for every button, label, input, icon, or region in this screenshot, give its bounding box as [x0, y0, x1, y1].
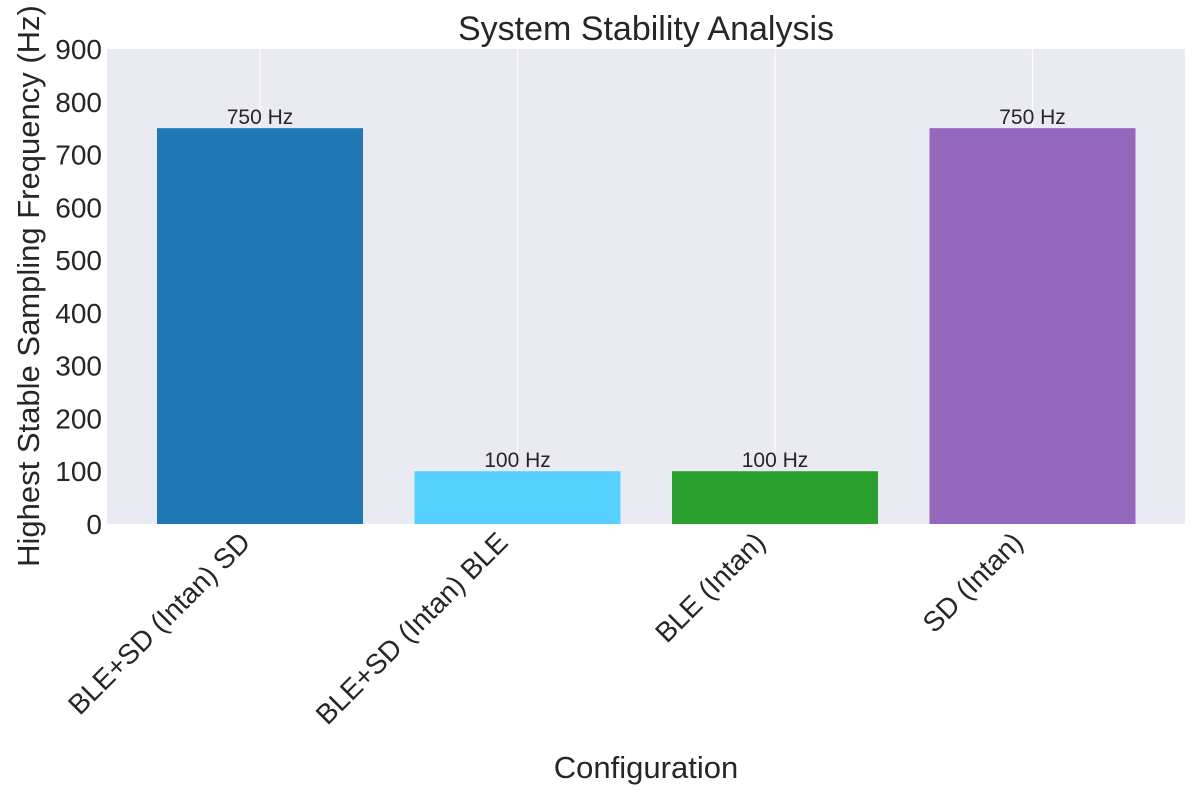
- bar: [672, 471, 878, 524]
- y-tick-label: 500: [55, 245, 102, 276]
- y-tick-label: 800: [55, 87, 102, 118]
- y-tick-label: 700: [55, 140, 102, 171]
- bar-value-label: 100 Hz: [484, 449, 551, 472]
- y-axis-label: Highest Stable Sampling Frequency (Hz): [11, 5, 46, 567]
- bar-value-label: 750 Hz: [227, 106, 294, 129]
- bar-value-label: 100 Hz: [742, 449, 809, 472]
- x-axis-label: Configuration: [554, 750, 738, 785]
- x-tick-label: BLE (Intan): [649, 526, 771, 648]
- y-tick-label: 100: [55, 456, 102, 487]
- bar: [157, 128, 363, 524]
- y-tick-label: 200: [55, 403, 102, 434]
- x-tick-label: SD (Intan): [917, 526, 1029, 638]
- x-tick-label: BLE+SD (Intan) SD: [62, 526, 256, 720]
- bars: [157, 128, 1136, 524]
- bar: [929, 128, 1136, 524]
- chart-title: System Stability Analysis: [458, 10, 834, 48]
- x-axis-ticks: BLE+SD (Intan) SD BLE+SD (Intan) BLE BLE (…: [62, 526, 1029, 730]
- bar: [414, 471, 621, 524]
- y-tick-label: 0: [86, 509, 102, 540]
- x-tick-label: BLE+SD (Intan) BLE: [310, 526, 514, 730]
- y-tick-label: 400: [55, 298, 102, 329]
- y-tick-label: 300: [55, 351, 102, 382]
- bar-value-label: 750 Hz: [999, 106, 1066, 129]
- data-labels: 750 Hz 100 Hz 100 Hz 750 Hz: [227, 106, 1066, 472]
- y-tick-label: 900: [55, 34, 102, 65]
- y-tick-label: 600: [55, 192, 102, 223]
- y-axis-ticks: 0 100 200 300 400 500 600 700 800 900: [55, 34, 102, 540]
